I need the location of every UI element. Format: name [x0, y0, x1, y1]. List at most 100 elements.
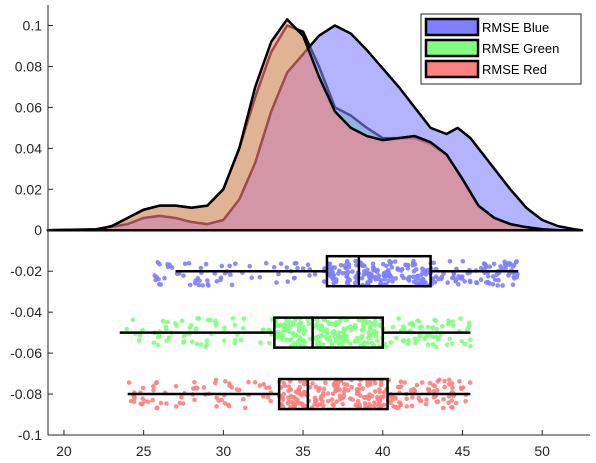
jitter-point: [285, 279, 291, 284]
jitter-point: [459, 338, 465, 344]
jitter-point: [444, 342, 450, 348]
jitter-point: [409, 320, 415, 326]
jitter-point: [222, 325, 227, 331]
jitter-point: [371, 342, 377, 348]
y-tick-label: 0.1: [23, 17, 43, 33]
jitter-point: [394, 335, 399, 341]
jitter-point: [439, 276, 444, 282]
jitter-point: [393, 276, 399, 281]
jitter-point: [329, 272, 334, 278]
jitter-point: [242, 405, 248, 411]
jitter-point: [506, 273, 511, 278]
jitter-point: [261, 327, 267, 332]
jitter-point: [154, 405, 159, 411]
y-tick-label: -0.04: [10, 304, 42, 320]
jitter-point: [420, 266, 425, 272]
jitter-point: [388, 340, 394, 345]
jitter-point: [510, 282, 516, 288]
jitter-point: [411, 279, 417, 285]
jitter-point: [232, 322, 238, 328]
jitter-point: [366, 396, 372, 402]
jitter-point: [320, 403, 326, 409]
jitter-point: [370, 261, 376, 267]
jitter-point: [165, 262, 170, 267]
jitter-point: [453, 400, 459, 406]
jitter-point: [361, 395, 367, 400]
jitter-point: [155, 342, 161, 348]
jitter-point: [306, 321, 312, 327]
jitter-point: [153, 380, 159, 386]
jitter-point: [329, 397, 335, 402]
jitter-point: [413, 267, 419, 272]
jitter-point: [132, 395, 137, 401]
jitter-point: [314, 342, 320, 348]
jitter-point: [468, 337, 473, 343]
jitter-point: [229, 282, 235, 288]
jitter-point: [387, 273, 393, 278]
jitter-point: [441, 396, 446, 402]
density-rmse-red: [46, 18, 560, 232]
jitter-point: [300, 402, 306, 407]
jitter-point: [300, 266, 306, 271]
jitter-point: [173, 404, 179, 409]
jitter-point: [200, 283, 205, 288]
jitter-point: [336, 271, 341, 276]
jitter-point: [428, 333, 434, 339]
jitter-point: [124, 326, 130, 332]
jitter-point: [377, 323, 382, 329]
jitter-point: [434, 334, 439, 339]
jitter-point: [456, 282, 461, 287]
jitter-point: [407, 274, 412, 280]
jitter-point: [419, 280, 425, 286]
jitter-point: [395, 266, 401, 271]
jitter-point: [361, 341, 367, 346]
jitter-point: [258, 340, 263, 345]
jitter-point: [367, 275, 373, 281]
jitter-point: [312, 402, 318, 407]
jitter-point: [312, 271, 318, 277]
jitter-point: [372, 389, 378, 394]
jitter-point: [227, 383, 232, 388]
jitter-point: [397, 400, 402, 405]
jitter-point: [192, 380, 197, 385]
jitter-point: [406, 338, 411, 343]
jitter-point: [228, 272, 233, 278]
jitter-point: [425, 342, 431, 347]
jitter-point: [319, 332, 325, 338]
jitter-point: [390, 324, 396, 330]
jitter-point: [377, 389, 383, 395]
jitter-point: [338, 263, 344, 268]
jitter-point: [234, 387, 240, 392]
jitter-point: [399, 268, 404, 273]
jitter-point: [241, 397, 246, 402]
jitter-point: [257, 274, 263, 280]
jitter-point: [301, 391, 307, 397]
jitter-point: [214, 279, 220, 284]
jitter-point: [356, 390, 361, 396]
jitter-point: [286, 399, 291, 405]
jitter-point: [222, 379, 228, 384]
jitter-point: [446, 318, 451, 324]
jitter-point: [446, 382, 452, 387]
jitter-point: [382, 277, 387, 282]
jitter-point: [313, 384, 319, 390]
jitter-point: [511, 263, 517, 268]
jitter-point: [318, 394, 324, 400]
jitter-point: [286, 328, 291, 334]
x-tick-label: 50: [534, 443, 550, 459]
jitter-point: [187, 325, 192, 330]
legend-label: RMSE Green: [482, 41, 559, 56]
jitter-point: [435, 379, 441, 384]
jitter-point: [459, 275, 464, 280]
jitter-point: [408, 388, 414, 393]
jitter-point: [373, 333, 379, 339]
jitter-point: [181, 340, 186, 345]
jitter-point: [359, 276, 365, 281]
jitter-point: [198, 342, 204, 347]
jitter-point: [427, 388, 432, 394]
jitter-point: [195, 316, 200, 321]
jitter-point: [390, 279, 395, 284]
jitter-point: [446, 321, 451, 327]
jitter-point: [341, 389, 347, 395]
jitter-point: [361, 326, 367, 331]
